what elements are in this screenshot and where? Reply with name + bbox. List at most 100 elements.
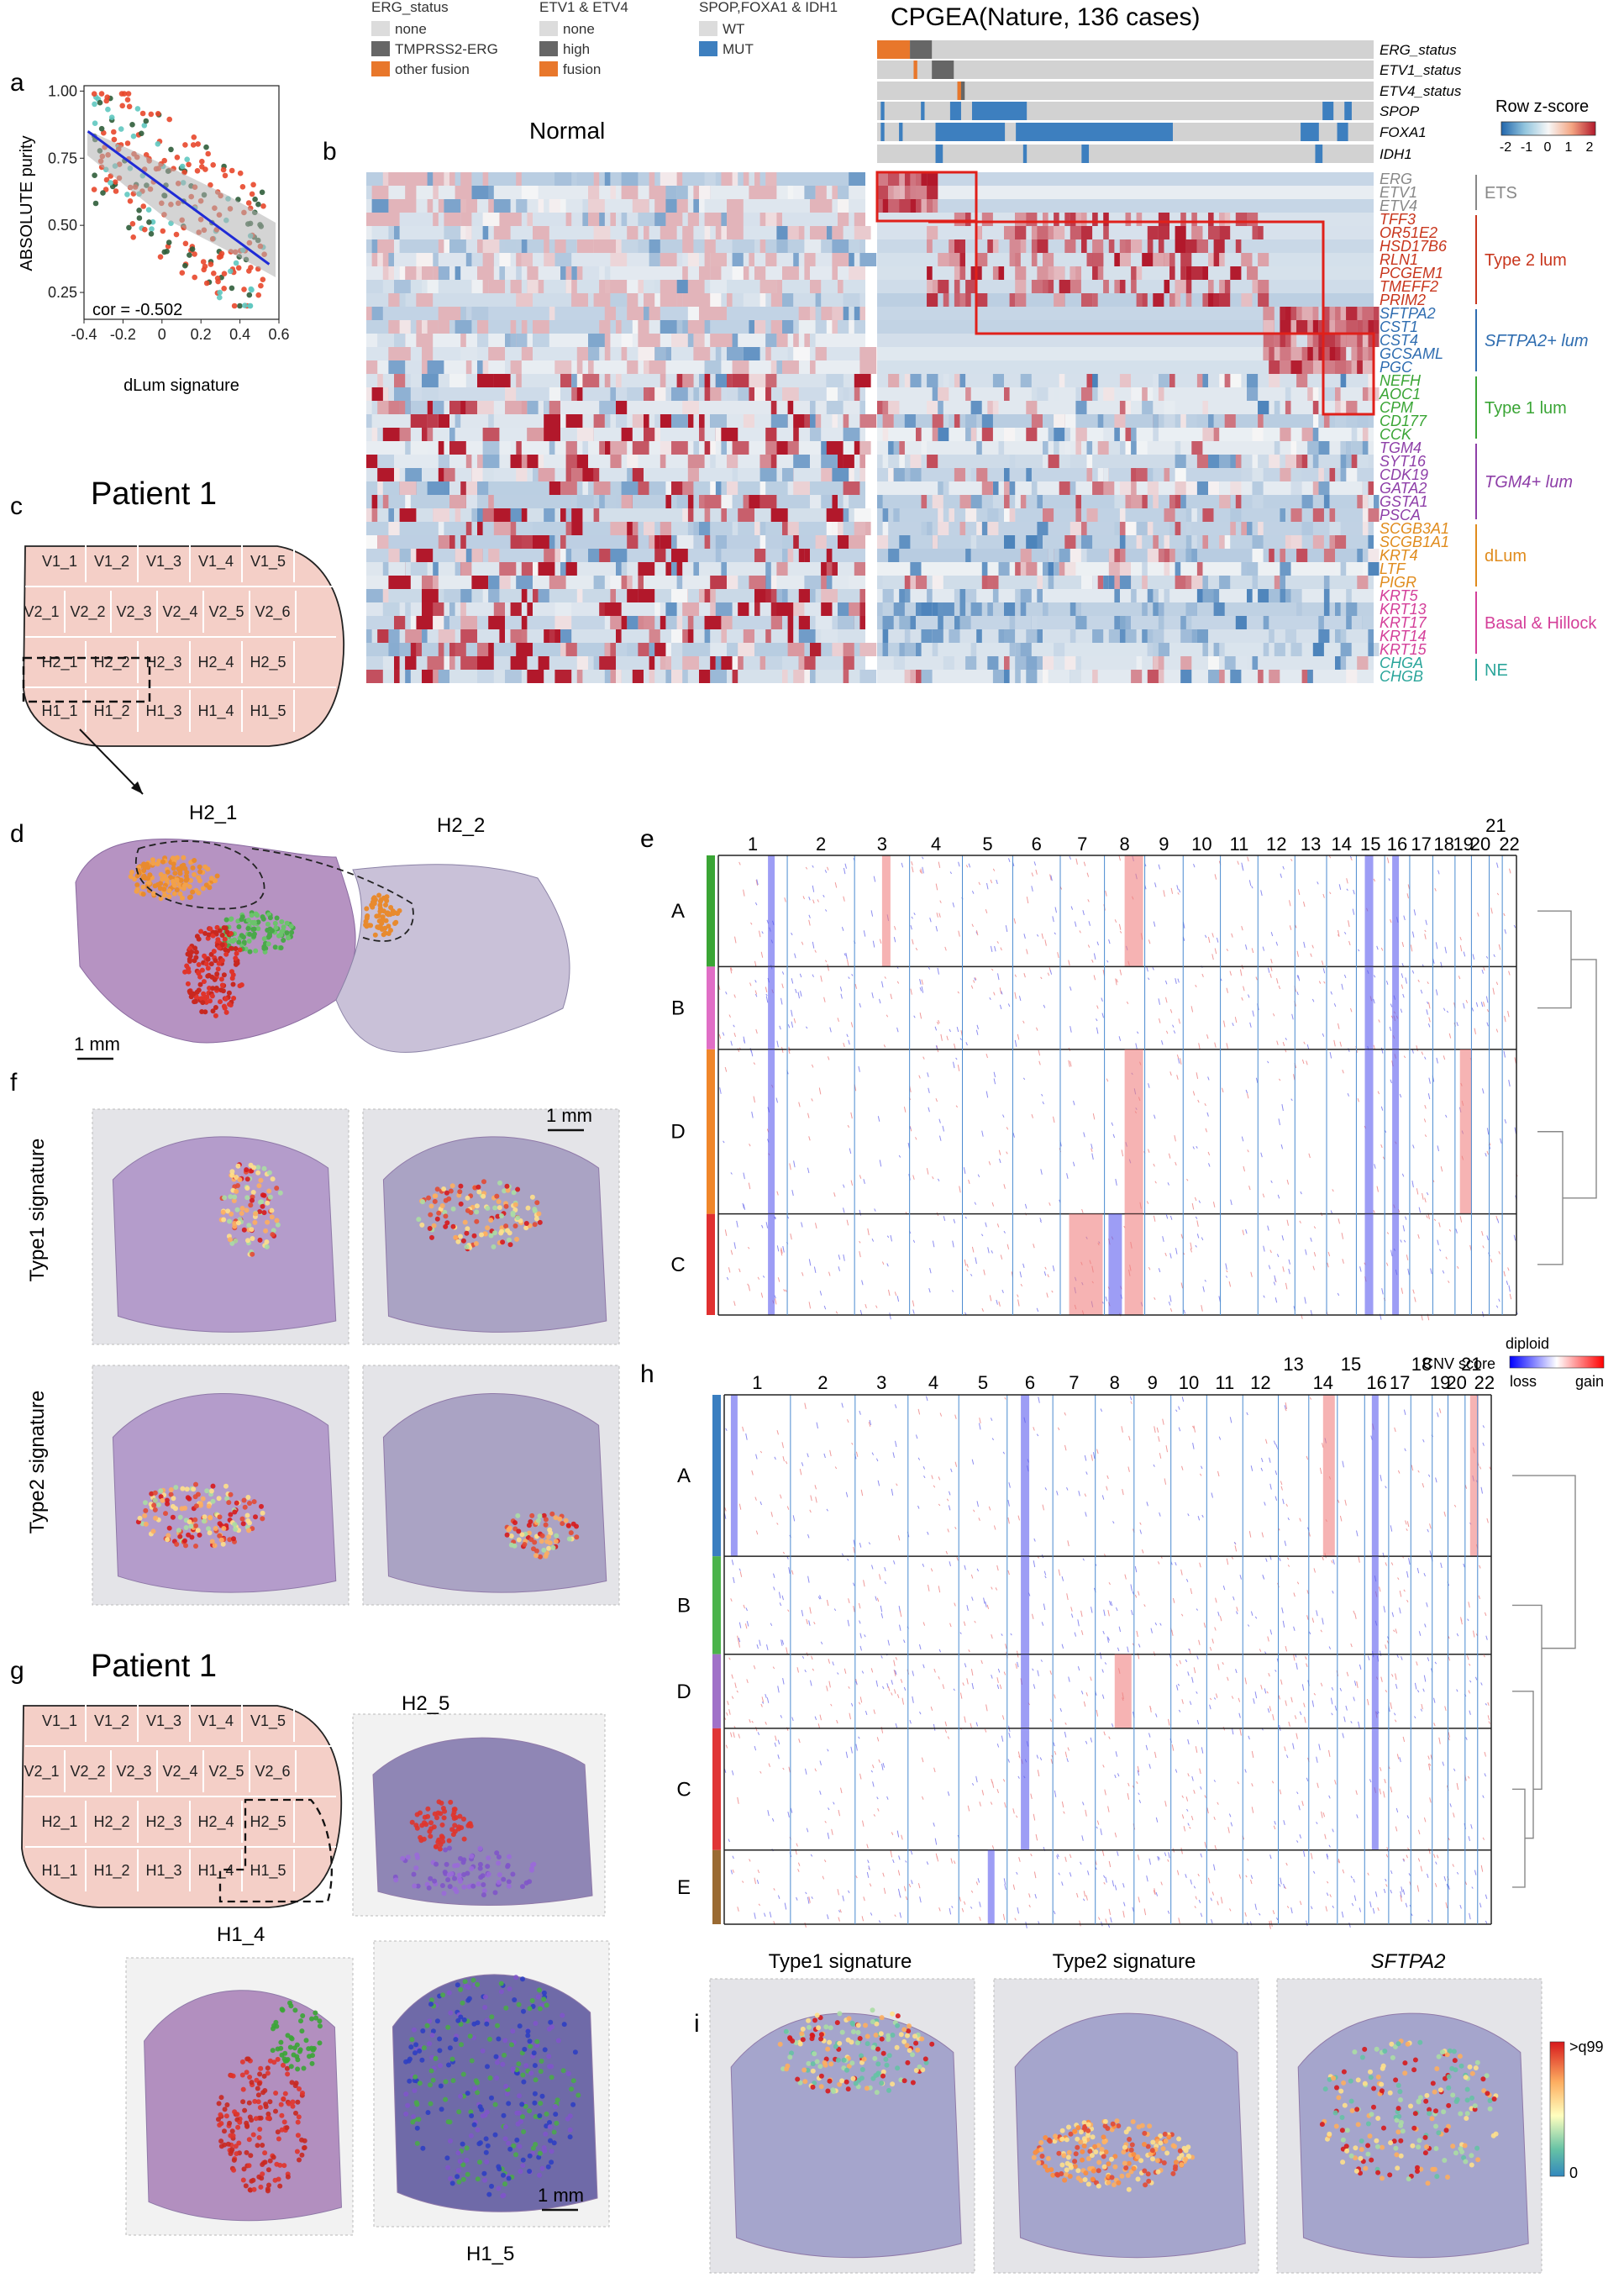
spot [437, 2048, 443, 2054]
spot [152, 883, 158, 889]
spot [214, 873, 220, 879]
heatmap-cell [399, 428, 411, 441]
spot [191, 991, 197, 997]
heatmap-cell [676, 320, 683, 334]
spot [535, 1994, 541, 2000]
heatmap-cell [649, 253, 660, 266]
spot [393, 1877, 399, 1883]
scatter-point [166, 116, 172, 123]
heatmap-cell [1346, 589, 1352, 602]
spot [461, 2017, 467, 2023]
spot [419, 2057, 425, 2063]
heatmap-cell [544, 508, 555, 522]
heatmap-cell [1312, 307, 1319, 320]
heatmap-cell [388, 629, 400, 643]
heatmap-cell [776, 602, 794, 616]
spot [218, 2138, 224, 2144]
heatmap-cell [460, 656, 477, 670]
cnv-signal [879, 939, 882, 944]
spot [258, 2115, 264, 2121]
heatmap-cell [687, 495, 694, 508]
heatmap-cell [1247, 562, 1259, 576]
cnv-signal [1346, 878, 1348, 884]
cnv-signal [1401, 941, 1405, 948]
spot [250, 1236, 255, 1241]
spot [477, 1845, 483, 1851]
spot [473, 1241, 479, 1246]
spot [294, 2054, 300, 2059]
heatmap-cell [533, 320, 549, 334]
heatmap-cell [471, 522, 477, 535]
heatmap-cell [1142, 293, 1148, 307]
spot [423, 1822, 429, 1828]
heatmap-row-tumor [877, 293, 1374, 307]
cnv-signal [1170, 887, 1174, 894]
gene-label: SYT16 [1380, 453, 1427, 470]
scatter-point [221, 271, 228, 277]
heatmap-cell [715, 347, 722, 360]
heatmap-cell [710, 656, 716, 670]
spot [235, 1163, 241, 1169]
heatmap-cell [904, 670, 911, 683]
heatmap-cell [1202, 374, 1208, 387]
spot [129, 870, 134, 875]
gene-label: PCGEM1 [1380, 265, 1443, 281]
gene-label: CD177 [1380, 413, 1427, 429]
heatmap-cell [1312, 535, 1324, 549]
heatmap-cell [610, 293, 628, 307]
heatmap-cell [1059, 549, 1070, 562]
heatmap-cell [804, 576, 822, 589]
heatmap-cell [1252, 428, 1264, 441]
heatmap-cell [649, 239, 660, 253]
cnv-signal [1086, 872, 1090, 877]
scatter-point [249, 191, 255, 197]
heatmap-cell [1147, 670, 1159, 683]
heatmap-cell [366, 629, 372, 643]
heatmap-cell [1202, 576, 1208, 589]
heatmap-cell [1009, 508, 1016, 522]
heatmap-cell [832, 522, 838, 535]
heatmap-cell [838, 213, 849, 226]
heatmap-cell [410, 562, 428, 576]
heatmap-cell [1312, 334, 1319, 347]
heatmap-cell [1247, 266, 1259, 280]
panel-c-title: Patient 1 [91, 476, 217, 512]
heatmap-cell [1015, 226, 1027, 239]
cluster-label: B [671, 997, 685, 1020]
cnv-signal [1378, 1019, 1380, 1023]
heatmap-cell [488, 549, 500, 562]
heatmap-cell [1020, 374, 1032, 387]
heatmap-cell [938, 280, 949, 293]
heatmap-cell [826, 401, 844, 414]
heatmap-cell [1075, 656, 1081, 670]
spot [205, 973, 211, 979]
heatmap-cell [1307, 441, 1319, 455]
heatmap-cell [1202, 535, 1208, 549]
heatmap-cell [660, 441, 671, 455]
scatter-point [245, 200, 252, 206]
cnv-signal [824, 870, 828, 873]
spot [239, 1211, 244, 1216]
heatmap-cell [710, 266, 722, 280]
spot [280, 2007, 286, 2013]
y-tick-label: 0.75 [48, 150, 77, 166]
spot [246, 2163, 252, 2169]
heatmap-cell [444, 172, 449, 186]
spot [237, 947, 243, 953]
heatmap-cell [621, 495, 633, 508]
spot [260, 2162, 265, 2167]
heatmap-cell [549, 481, 560, 495]
scatter-point [233, 260, 239, 266]
heatmap-cell [1147, 481, 1159, 495]
heatmap-cell [987, 602, 993, 616]
spot [529, 1998, 535, 2003]
heatmap-cell [1247, 589, 1253, 602]
spot [447, 2045, 453, 2051]
heatmap-cell [377, 428, 383, 441]
heatmap-cell [1196, 455, 1208, 468]
heatmap-cell [388, 401, 400, 414]
cnv-signal [776, 1040, 779, 1048]
heatmap-cell [1329, 508, 1336, 522]
cnv-signal [992, 868, 996, 871]
spot [289, 929, 295, 935]
